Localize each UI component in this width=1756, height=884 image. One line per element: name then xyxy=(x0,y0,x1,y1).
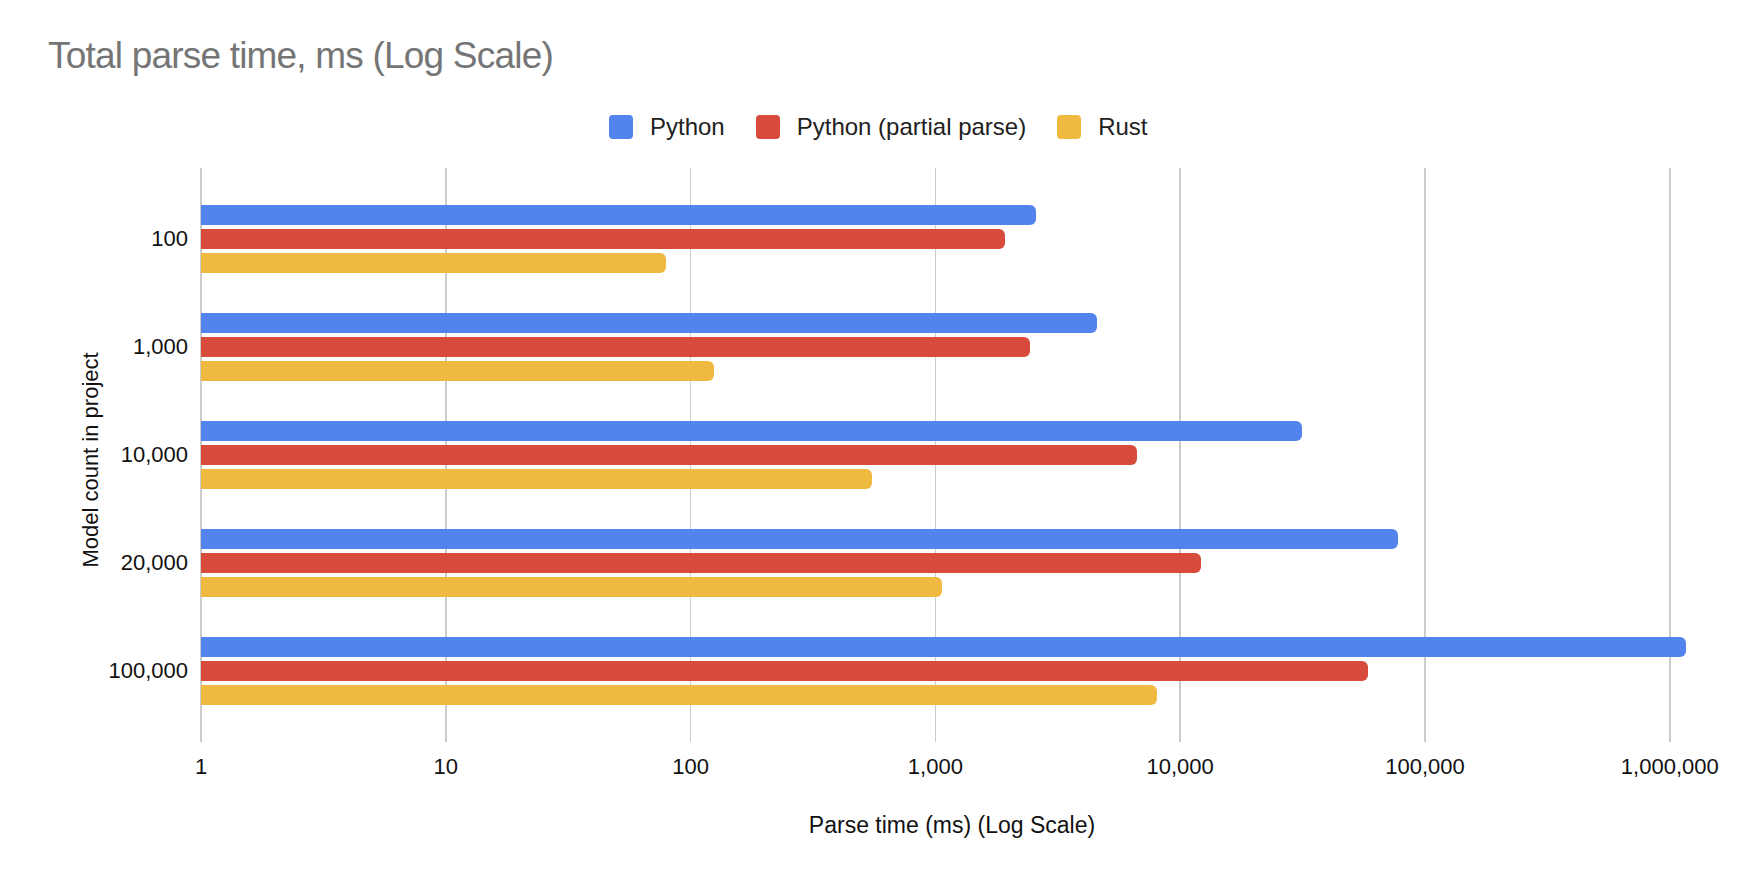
y-category-label: 1,000 xyxy=(38,334,188,360)
legend-label: Rust xyxy=(1098,113,1147,141)
legend-label: Python xyxy=(650,113,725,141)
bar-python-20000 xyxy=(201,529,1398,549)
bar-chart: Total parse time, ms (Log Scale) PythonP… xyxy=(0,0,1756,884)
x-tick-label: 1,000,000 xyxy=(1621,754,1719,780)
y-category-label: 20,000 xyxy=(38,550,188,576)
chart-title: Total parse time, ms (Log Scale) xyxy=(48,35,553,77)
bar-rust-20000 xyxy=(201,577,942,597)
bar-rust-1000 xyxy=(201,361,714,381)
bar-python-1000 xyxy=(201,313,1097,333)
bar-python-partial-parse-100000 xyxy=(201,661,1368,681)
bar-python-partial-parse-100 xyxy=(201,229,1005,249)
legend-label: Python (partial parse) xyxy=(797,113,1026,141)
bar-python-100000 xyxy=(201,637,1686,657)
x-tick-label: 100,000 xyxy=(1385,754,1465,780)
bar-python-partial-parse-1000 xyxy=(201,337,1030,357)
x-tick-label: 10,000 xyxy=(1147,754,1214,780)
legend-item[interactable]: Python (partial parse) xyxy=(756,113,1026,141)
y-category-label: 100 xyxy=(38,226,188,252)
legend-swatch xyxy=(756,115,780,139)
bar-rust-100000 xyxy=(201,685,1157,705)
y-axis-title: Model count in project xyxy=(78,352,104,567)
x-tick-label: 1 xyxy=(195,754,207,780)
bar-rust-10000 xyxy=(201,469,872,489)
x-tick-label: 100 xyxy=(672,754,709,780)
x-tick-label: 1,000 xyxy=(908,754,963,780)
x-axis-title: Parse time (ms) (Log Scale) xyxy=(809,812,1095,839)
bar-python-partial-parse-10000 xyxy=(201,445,1137,465)
legend-swatch xyxy=(609,115,633,139)
y-category-label: 100,000 xyxy=(38,658,188,684)
bar-rust-100 xyxy=(201,253,666,273)
y-category-label: 10,000 xyxy=(38,442,188,468)
bar-python-100 xyxy=(201,205,1036,225)
bar-python-partial-parse-20000 xyxy=(201,553,1201,573)
bar-python-10000 xyxy=(201,421,1302,441)
legend-item[interactable]: Rust xyxy=(1057,113,1147,141)
legend: Python Python (partial parse) Rust xyxy=(609,113,1148,141)
legend-item[interactable]: Python xyxy=(609,113,725,141)
legend-swatch xyxy=(1057,115,1081,139)
x-tick-label: 10 xyxy=(434,754,458,780)
